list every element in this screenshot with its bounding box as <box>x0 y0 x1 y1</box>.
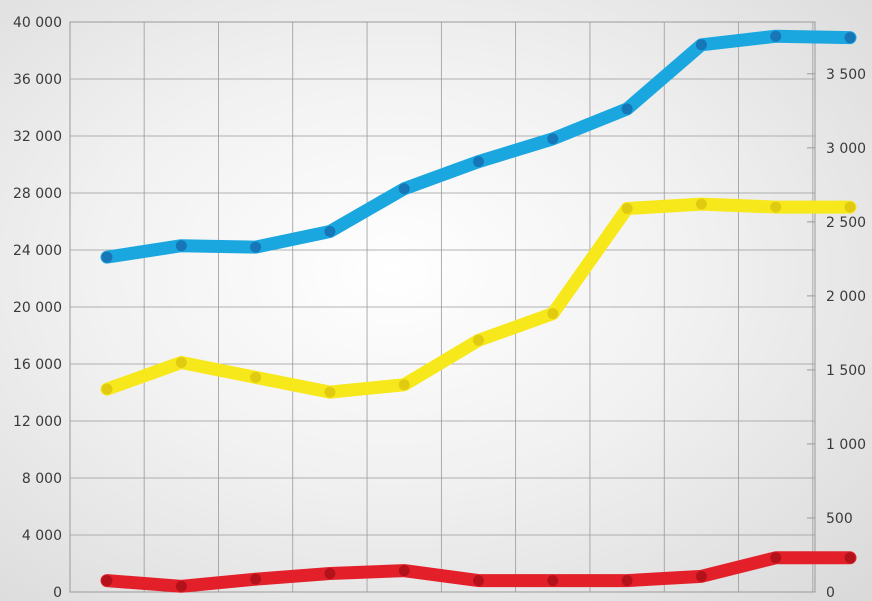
left-tick-label: 16 000 <box>13 357 62 373</box>
gridlines <box>70 21 815 593</box>
data-point <box>844 32 856 44</box>
right-tick-label: 2 500 <box>826 215 866 231</box>
data-point <box>398 379 410 391</box>
right-y-axis: 0 500 1 000 1 500 2 000 2 500 3 000 3 500 <box>807 67 866 601</box>
data-point <box>695 198 707 210</box>
right-tick-label: 1 000 <box>826 437 866 453</box>
data-point <box>547 133 559 145</box>
data-point <box>101 383 113 395</box>
data-point <box>844 201 856 213</box>
data-point <box>101 251 113 263</box>
left-y-axis: 0 4 000 8 000 12 000 16 000 20 000 24 000 28 00… <box>13 15 62 601</box>
data-point <box>547 575 559 587</box>
data-point <box>175 240 187 252</box>
left-tick-label: 36 000 <box>13 72 62 88</box>
left-tick-label: 20 000 <box>13 300 62 316</box>
series-3 <box>100 551 857 593</box>
data-point <box>250 371 262 383</box>
right-tick-label: 2 000 <box>826 289 866 305</box>
data-point <box>770 201 782 213</box>
left-tick-label: 32 000 <box>13 129 62 145</box>
data-point <box>473 334 484 346</box>
right-tick-label: 500 <box>826 511 853 527</box>
right-tick-label: 1 500 <box>826 363 866 379</box>
left-tick-label: 0 <box>53 585 62 601</box>
data-point <box>770 552 782 564</box>
series-lines <box>100 29 857 593</box>
data-point <box>770 30 782 42</box>
left-tick-label: 8 000 <box>22 471 62 487</box>
data-point <box>175 357 187 369</box>
data-point <box>398 183 410 195</box>
data-point <box>175 580 187 592</box>
series-1 <box>100 29 857 264</box>
data-point <box>398 565 410 577</box>
series-2 <box>100 197 857 399</box>
data-point <box>473 156 484 168</box>
left-tick-label: 28 000 <box>13 186 62 202</box>
left-tick-label: 24 000 <box>13 243 62 259</box>
data-point <box>101 575 113 587</box>
data-point <box>621 575 633 587</box>
left-tick-label: 40 000 <box>13 15 62 31</box>
data-point <box>324 225 336 237</box>
left-tick-label: 12 000 <box>13 414 62 430</box>
left-tick-label: 4 000 <box>22 528 62 544</box>
data-point <box>324 386 336 398</box>
data-point <box>547 308 559 320</box>
right-tick-label: 3 000 <box>826 141 866 157</box>
data-point <box>621 103 633 115</box>
data-point <box>324 567 336 579</box>
data-point <box>621 203 633 215</box>
data-point <box>250 573 262 585</box>
data-point <box>473 575 484 587</box>
data-point <box>695 39 707 51</box>
right-tick-label: 3 500 <box>826 67 866 83</box>
data-point <box>250 241 262 253</box>
data-point <box>695 570 707 582</box>
right-tick-label: 0 <box>826 585 835 601</box>
data-point <box>844 552 856 564</box>
